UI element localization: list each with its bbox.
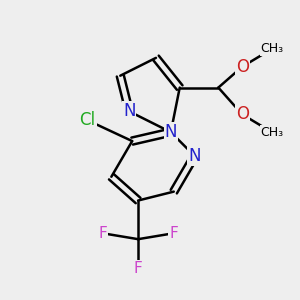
Text: CH₃: CH₃	[260, 126, 283, 139]
Text: O: O	[236, 105, 249, 123]
Text: O: O	[236, 58, 249, 76]
Text: F: F	[134, 261, 142, 276]
Text: F: F	[169, 226, 178, 241]
Text: CH₃: CH₃	[260, 42, 283, 56]
Text: Cl: Cl	[80, 111, 96, 129]
Text: F: F	[98, 226, 107, 241]
Text: N: N	[165, 123, 177, 141]
Text: N: N	[188, 147, 201, 165]
Text: N: N	[123, 102, 135, 120]
